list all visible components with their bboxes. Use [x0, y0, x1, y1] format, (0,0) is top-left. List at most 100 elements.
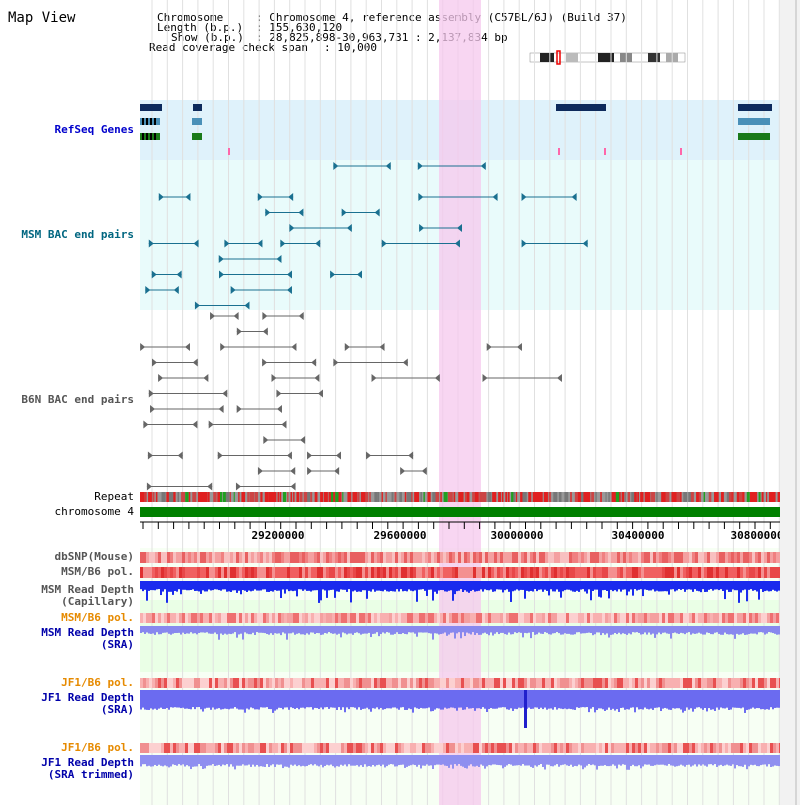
gene-block	[192, 118, 202, 125]
depth-bar	[636, 589, 638, 591]
depth-bar	[340, 707, 342, 710]
track-label-jf1-pol-2[interactable]: JF1/B6 pol.	[61, 741, 134, 754]
heat-cell	[461, 743, 464, 753]
bac-end-marker	[281, 420, 287, 429]
heat-cell	[239, 678, 242, 688]
repeat-element	[435, 492, 440, 502]
highlight-region[interactable]	[439, 0, 481, 805]
depth-bar	[522, 707, 524, 708]
track-label-b6n-bac[interactable]: B6N BAC end pairs	[21, 393, 134, 406]
heat-cell	[536, 552, 539, 563]
depth-bar	[174, 764, 176, 766]
heat-cell	[509, 567, 512, 578]
track-label-msm-depth-capillary[interactable]: MSM Read Depth	[41, 583, 134, 596]
track-label-msm-b6-pol[interactable]: MSM/B6 pol.	[61, 565, 134, 578]
depth-bar	[432, 589, 434, 601]
heat-cell	[374, 613, 377, 623]
repeat-element	[543, 492, 548, 502]
bac-end-marker	[374, 208, 380, 217]
chromosome-bar[interactable]	[140, 507, 780, 517]
heat-cell	[770, 743, 773, 753]
track-label-jf1-pol-1[interactable]: JF1/B6 pol.	[61, 676, 134, 689]
depth-bar	[544, 589, 546, 590]
depth-bar	[230, 707, 232, 709]
depth-bar	[752, 764, 754, 766]
heat-cell	[170, 743, 173, 753]
depth-bar	[200, 589, 202, 594]
track-label-jf1-depth-1[interactable]: JF1 Read Depth	[41, 691, 134, 704]
depth-bar	[266, 589, 268, 592]
depth-bar	[704, 632, 706, 635]
depth-bar	[482, 589, 484, 592]
depth-bar	[698, 632, 700, 633]
bac-end-marker	[298, 208, 304, 217]
depth-bar	[620, 707, 622, 708]
depth-bar	[300, 707, 302, 708]
depth-bar	[674, 707, 676, 709]
depth-bar	[592, 764, 594, 765]
heat-cell	[368, 613, 371, 623]
depth-bar	[236, 707, 238, 709]
depth-bar	[346, 632, 348, 635]
track-label-refseq[interactable]: RefSeq Genes	[54, 123, 134, 136]
track-label-dbsnp[interactable]: dbSNP(Mouse)	[54, 550, 134, 563]
msm-bac-end-pairs[interactable]	[145, 162, 588, 310]
bac-end-marker	[220, 343, 226, 351]
heat-cell	[614, 743, 617, 753]
track-label-msm-b6-pol-2[interactable]: MSM/B6 pol.	[61, 611, 134, 624]
heat-cell	[326, 743, 329, 753]
heat-cell	[476, 613, 479, 623]
depth-bar	[588, 707, 590, 713]
depth-bar	[552, 632, 554, 634]
heat-cell	[491, 613, 494, 623]
depth-bar	[712, 764, 714, 766]
heat-cell	[284, 678, 287, 688]
heat-cell	[161, 678, 164, 688]
track-label-jf1-depth-2[interactable]: JF1 Read Depth	[41, 756, 134, 769]
heat-cell	[212, 678, 215, 688]
depth-bar	[238, 707, 240, 710]
heat-cell	[743, 743, 746, 753]
depth-bar	[734, 707, 736, 708]
heat-cell	[341, 552, 344, 563]
depth-bar	[406, 632, 408, 635]
depth-bar	[700, 632, 702, 634]
heat-cell	[347, 613, 350, 623]
depth-bar	[556, 707, 558, 710]
track-label-msm-bac[interactable]: MSM BAC end pairs	[21, 228, 134, 241]
bac-end-marker	[333, 162, 339, 170]
repeat-track[interactable]	[140, 492, 783, 502]
repeat-element	[166, 492, 170, 502]
heat-cell	[179, 678, 182, 688]
heat-cell	[356, 678, 359, 688]
heat-cell	[371, 567, 374, 578]
depth-bar	[336, 707, 338, 710]
heat-cell	[437, 552, 440, 563]
heat-cell	[326, 552, 329, 563]
depth-bar	[646, 764, 648, 765]
heat-cell	[533, 743, 536, 753]
heat-cell	[200, 613, 203, 623]
heat-cell	[209, 743, 212, 753]
chromosome-ideogram[interactable]	[529, 50, 686, 65]
repeat-element	[558, 492, 562, 502]
depth-bar	[630, 707, 632, 708]
depth-bar	[360, 632, 362, 635]
depth-bar	[584, 632, 586, 634]
depth-bar	[232, 632, 234, 634]
heat-cell	[386, 552, 389, 563]
depth-bar	[452, 764, 454, 769]
heat-cell	[377, 678, 380, 688]
b6n-bac-end-pairs[interactable]	[140, 312, 562, 491]
track-label-msm-depth-sra[interactable]: MSM Read Depth	[41, 626, 134, 639]
refseq-genes[interactable]	[140, 104, 772, 155]
depth-bar	[206, 589, 208, 592]
heat-cell	[725, 678, 728, 688]
depth-bar	[552, 589, 554, 592]
heat-cell	[215, 552, 218, 563]
heat-cell	[197, 552, 200, 563]
depth-bar	[144, 589, 146, 590]
depth-bar	[628, 764, 630, 770]
bac-end-marker	[235, 482, 241, 491]
